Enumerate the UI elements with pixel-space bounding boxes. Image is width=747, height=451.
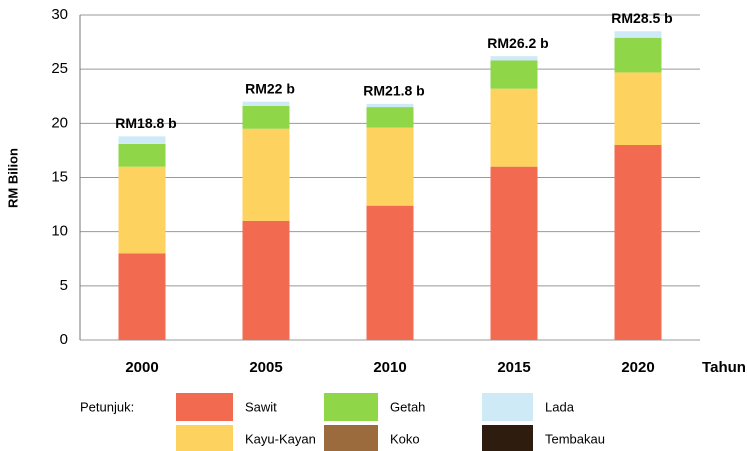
bar-segment (614, 31, 662, 38)
bar-segment (242, 220, 290, 340)
x-tick-label: 2010 (373, 359, 406, 376)
y-tick-label: 5 (60, 277, 68, 294)
total-label: RM28.5 b (611, 10, 672, 26)
bar-segment (366, 205, 414, 340)
bar-segment (118, 143, 166, 167)
total-label: RM18.8 b (115, 115, 176, 131)
bar-segment (490, 166, 538, 340)
bar-segment (490, 60, 538, 89)
bar-segment (118, 166, 166, 254)
total-label: RM22 b (245, 80, 295, 96)
bar-segment (490, 88, 538, 167)
bar-segment (490, 56, 538, 61)
bar-segment (366, 127, 414, 206)
bar-segment (614, 145, 662, 340)
y-tick-label: 20 (51, 114, 68, 131)
total-label: RM26.2 b (487, 35, 548, 51)
bar-segment (242, 128, 290, 221)
bar-segment (614, 72, 662, 145)
x-tick-label: 2000 (125, 359, 158, 376)
x-tick-label: 2005 (249, 359, 282, 376)
total-label: RM21.8 b (363, 83, 424, 99)
legend-label: Tembakau (545, 431, 605, 446)
y-tick-label: 30 (51, 6, 68, 23)
bar-segment (242, 106, 290, 129)
bar-segment (366, 103, 414, 108)
x-tick-label: 2015 (497, 359, 530, 376)
legend-label: Getah (390, 399, 425, 414)
bar-segment (366, 107, 414, 128)
legend-label: Sawit (245, 399, 277, 414)
legend-swatch (482, 393, 533, 421)
bar-segment (614, 37, 662, 73)
x-axis-label: Tahun (702, 359, 746, 376)
y-tick-label: 10 (51, 223, 68, 240)
bar-segment (118, 136, 166, 144)
legend-swatch (176, 425, 233, 451)
y-tick-label: 15 (51, 168, 68, 185)
bar-segment (118, 253, 166, 340)
bar-segment (242, 101, 290, 106)
legend-swatch (176, 393, 233, 421)
legend-label: Koko (390, 431, 420, 446)
legend-swatch (324, 425, 378, 451)
legend-swatch (482, 425, 533, 451)
y-tick-label: 25 (51, 60, 68, 77)
legend-title: Petunjuk: (80, 399, 134, 414)
y-axis-label: RM Bilion (5, 148, 20, 208)
legend-label: Kayu-Kayan (245, 431, 316, 446)
x-tick-label: 2020 (621, 359, 654, 376)
legend-swatch (324, 393, 378, 421)
legend-label: Lada (545, 399, 575, 414)
y-tick-label: 0 (60, 331, 68, 348)
